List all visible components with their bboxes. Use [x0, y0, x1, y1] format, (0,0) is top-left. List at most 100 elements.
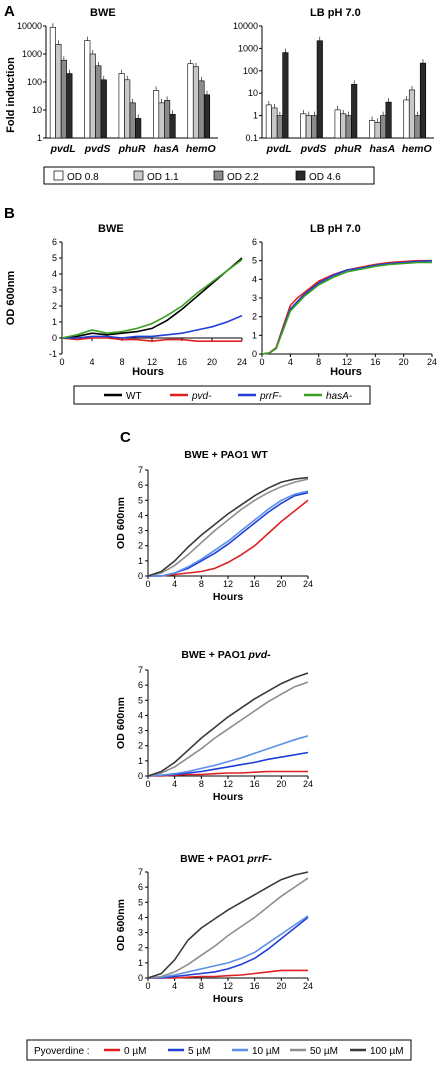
c-0-y-tick-label: 3 — [138, 526, 143, 536]
c-2-x-tick-label: 12 — [223, 981, 233, 991]
panel-c-x-axis-label: Hours — [213, 993, 243, 1005]
b-left-x-tick-label: 12 — [147, 357, 157, 367]
c-0-x-tick-label: 24 — [303, 579, 313, 589]
a-left-bar — [153, 90, 160, 139]
legend-swatch — [53, 170, 64, 181]
c-1-x-tick-label: 16 — [250, 779, 260, 789]
b-right-y-tick-label: 6 — [252, 237, 257, 247]
panel-c-chart-pvd: BWE + PAO1 pvd- 7 6 5 4 3 2 1 00 4 8 12 16 20 24 OD 600… — [115, 649, 313, 803]
panel-a-legend: OD 0.8 OD 1.1 OD 2.2 OD 4.6 — [43, 166, 375, 185]
c-1-x-tick-label: 0 — [145, 779, 150, 789]
c-1-x-tick-label: 24 — [303, 779, 313, 789]
legend-label: hasA- — [326, 391, 353, 402]
b-right-x-tick-label: 20 — [399, 357, 409, 367]
c-2-y-tick-label: 6 — [138, 882, 143, 892]
panel-a-right-title: LB pH 7.0 — [310, 7, 361, 19]
c-1-y-tick-label: 0 — [138, 771, 143, 781]
b-left-x-tick-label: 24 — [237, 357, 247, 367]
legend-frame — [43, 166, 375, 185]
a-left-bar — [135, 118, 142, 139]
c-1-x-tick-label: 4 — [172, 779, 177, 789]
a-left-y-tick-label: 100 — [27, 77, 42, 87]
a-left-category-label: pvdS — [84, 143, 111, 155]
a-left-bar — [84, 40, 91, 139]
a-left-category-label: hasA — [154, 143, 180, 155]
legend-label: 0 µM — [124, 1046, 146, 1057]
legend-label: WT — [126, 391, 142, 402]
c-0-y-tick-label: 1 — [138, 556, 143, 566]
b-right-y-tick-label: 2 — [252, 312, 257, 322]
b-left-x-tick-label: 8 — [119, 357, 124, 367]
c-2-series-line — [147, 871, 309, 979]
c-0-y-tick-label: 4 — [138, 510, 143, 520]
a-right-bar — [351, 83, 358, 139]
panel-b-legend: WT pvd-prrF-hasA- — [73, 385, 371, 405]
legend-swatch — [295, 170, 306, 181]
c-2-y-tick-label: 0 — [138, 973, 143, 983]
a-left-y-tick-label: 1 — [37, 133, 42, 143]
panel-c-title: BWE + PAO1 pvd- — [181, 649, 271, 661]
b-left-series-line — [61, 257, 243, 339]
panel-c-title: BWE + PAO1 WT — [184, 449, 268, 461]
b-left-y-tick-label: 6 — [52, 237, 57, 247]
panel-b-y-axis-label: OD 600nm — [5, 271, 17, 326]
c-2-x-tick-label: 16 — [250, 981, 260, 991]
panel-c-x-axis-label: Hours — [213, 591, 243, 603]
legend-label: OD 4.6 — [309, 172, 341, 183]
c-1-series-line — [147, 735, 309, 777]
b-right-x-tick-label: 12 — [342, 357, 352, 367]
a-left-y-tick-label: 1000 — [22, 49, 42, 59]
c-0-series-line — [147, 478, 309, 577]
a-right-y-tick-label: 10 — [248, 88, 258, 98]
panel-b-right-title: LB pH 7.0 — [310, 223, 361, 235]
panel-c-chart-prrf: BWE + PAO1 prrF- 7 6 5 4 3 2 1 00 4 8 12 16 20 24 OD 60… — [115, 853, 313, 1005]
c-1-x-tick-label: 20 — [276, 779, 286, 789]
a-left-bar — [192, 66, 200, 139]
a-right-bar — [419, 62, 427, 139]
c-1-series-line — [147, 672, 309, 777]
b-right-series-line — [261, 261, 432, 355]
a-right-category-label: phuR — [334, 143, 362, 155]
a-left-bar — [49, 26, 56, 139]
a-right-bar — [380, 115, 387, 139]
legend-label: 100 µM — [370, 1046, 404, 1057]
b-right-series-line — [261, 259, 432, 355]
b-left-x-tick-label: 0 — [59, 357, 64, 367]
panel-letter-b: B — [4, 205, 15, 222]
legend-label: 50 µM — [310, 1046, 338, 1057]
legend-label: 10 µM — [252, 1046, 280, 1057]
a-right-bar — [271, 107, 278, 139]
c-2-x-tick-label: 8 — [199, 981, 204, 991]
a-left-y-tick-label: 10000 — [17, 21, 42, 31]
b-left-x-tick-label: 20 — [207, 357, 217, 367]
c-2-x-tick-label: 24 — [303, 981, 313, 991]
c-0-y-tick-label: 7 — [138, 465, 143, 475]
legend-swatch — [133, 170, 144, 181]
c-0-y-tick-label: 5 — [138, 495, 143, 505]
c-0-y-tick-label: 6 — [138, 480, 143, 490]
a-right-bar — [414, 115, 421, 139]
a-right-category-label: pvdS — [300, 143, 327, 155]
b-left-y-tick-label: 3 — [52, 285, 57, 295]
a-right-category-label: pvdL — [266, 143, 292, 155]
c-1-y-tick-label: 3 — [138, 726, 143, 736]
a-right-bar — [305, 115, 312, 139]
a-right-bar — [385, 101, 392, 139]
legend-label: pvd- — [191, 391, 212, 402]
a-right-y-tick-label: 0.1 — [245, 133, 258, 143]
legend-frame — [26, 1039, 412, 1061]
c-2-series-line — [147, 915, 309, 979]
c-2-series-line — [147, 877, 309, 979]
panel-b-left-title: BWE — [98, 223, 124, 235]
c-0-y-tick-label: 0 — [138, 571, 143, 581]
panel-c-y-axis-label: OD 600nm — [115, 697, 127, 749]
legend-label: prrF- — [259, 391, 282, 402]
c-1-y-tick-label: 1 — [138, 756, 143, 766]
a-left-y-tick-label: 10 — [32, 105, 42, 115]
legend-label: OD 0.8 — [67, 172, 99, 183]
a-right-y-tick-label: 10000 — [233, 21, 258, 31]
c-2-y-tick-label: 5 — [138, 897, 143, 907]
a-right-category-label: hemO — [402, 143, 432, 155]
panel-b-right-chart: 6 5 4 3 2 1 00 4 8 12 16 20 24 — [252, 237, 437, 367]
a-right-bar — [300, 113, 307, 139]
